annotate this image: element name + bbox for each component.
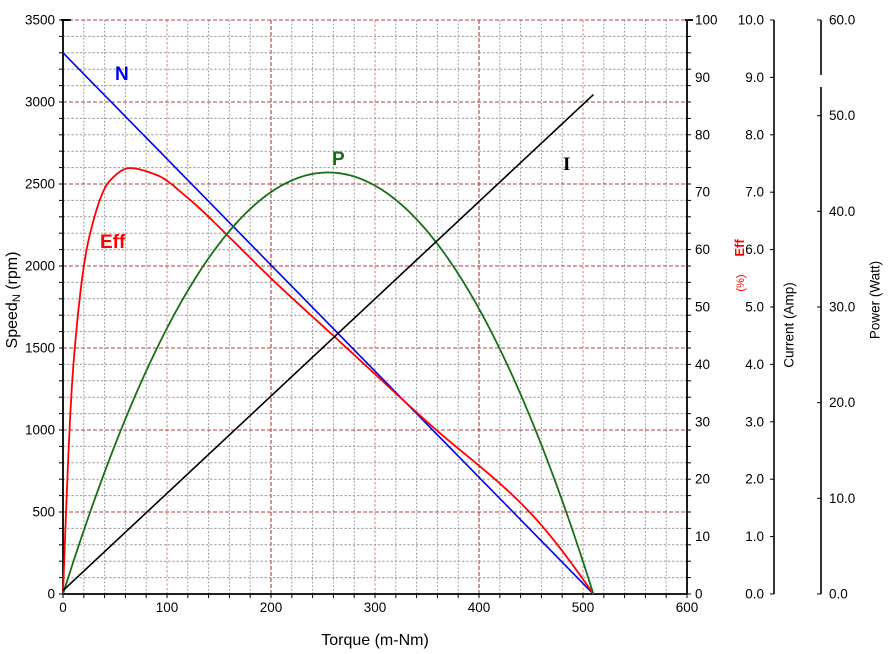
svg-text:500: 500 (572, 600, 595, 615)
svg-text:Torque (m-Nm): Torque (m-Nm) (321, 632, 429, 649)
svg-text:30.0: 30.0 (829, 300, 855, 315)
svg-text:P: P (332, 149, 345, 170)
svg-text:300: 300 (364, 600, 387, 615)
svg-text:4.0: 4.0 (745, 357, 764, 372)
svg-text:90: 90 (695, 70, 710, 85)
svg-text:200: 200 (260, 600, 283, 615)
svg-text:2000: 2000 (25, 259, 55, 274)
svg-text:9.0: 9.0 (745, 70, 764, 85)
svg-text:70: 70 (695, 185, 710, 200)
svg-text:(%): (%) (735, 274, 747, 291)
svg-text:0: 0 (47, 587, 55, 602)
svg-text:100: 100 (695, 13, 718, 28)
svg-text:1500: 1500 (25, 341, 55, 356)
svg-text:60.0: 60.0 (829, 13, 855, 28)
svg-text:20: 20 (695, 472, 710, 487)
svg-text:40: 40 (695, 357, 710, 372)
svg-text:500: 500 (32, 505, 55, 520)
svg-text:1000: 1000 (25, 423, 55, 438)
svg-text:Eff: Eff (732, 239, 747, 257)
svg-text:6.0: 6.0 (745, 242, 764, 257)
svg-text:50.0: 50.0 (829, 108, 855, 123)
svg-text:0: 0 (59, 600, 67, 615)
svg-text:10: 10 (695, 529, 710, 544)
svg-text:8.0: 8.0 (745, 127, 764, 142)
svg-text:7.0: 7.0 (745, 185, 764, 200)
svg-text:400: 400 (468, 600, 491, 615)
svg-text:600: 600 (676, 600, 699, 615)
svg-text:1.0: 1.0 (745, 529, 764, 544)
svg-text:2500: 2500 (25, 177, 55, 192)
svg-text:0.0: 0.0 (745, 587, 764, 602)
svg-text:2.0: 2.0 (745, 472, 764, 487)
svg-text:30: 30 (695, 414, 710, 429)
svg-text:60: 60 (695, 242, 710, 257)
svg-text:5.0: 5.0 (745, 300, 764, 315)
svg-text:I: I (563, 154, 570, 175)
svg-text:10.0: 10.0 (738, 13, 764, 28)
svg-text:80: 80 (695, 127, 710, 142)
svg-text:Eff: Eff (100, 232, 126, 253)
svg-text:N: N (115, 64, 129, 85)
svg-text:50: 50 (695, 300, 710, 315)
svg-text:0: 0 (695, 587, 703, 602)
svg-text:3.0: 3.0 (745, 414, 764, 429)
svg-text:3000: 3000 (25, 95, 55, 110)
svg-text:0.0: 0.0 (829, 587, 848, 602)
svg-text:3500: 3500 (25, 13, 55, 28)
svg-text:20.0: 20.0 (829, 395, 855, 410)
svg-text:40.0: 40.0 (829, 204, 855, 219)
svg-text:10.0: 10.0 (829, 491, 855, 506)
svg-text:100: 100 (156, 600, 179, 615)
